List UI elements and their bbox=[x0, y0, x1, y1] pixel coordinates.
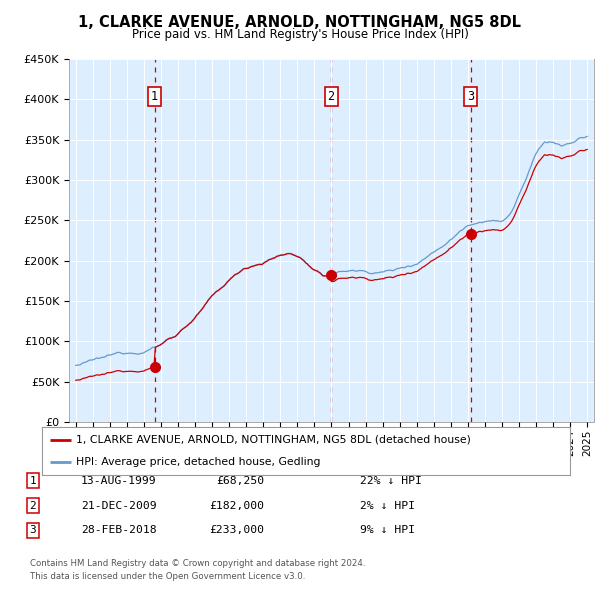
Text: 28-FEB-2018: 28-FEB-2018 bbox=[81, 526, 157, 535]
Text: Contains HM Land Registry data © Crown copyright and database right 2024.: Contains HM Land Registry data © Crown c… bbox=[30, 559, 365, 568]
Text: 1: 1 bbox=[29, 476, 37, 486]
Text: 9% ↓ HPI: 9% ↓ HPI bbox=[360, 526, 415, 535]
Text: £182,000: £182,000 bbox=[209, 501, 264, 510]
Text: HPI: Average price, detached house, Gedling: HPI: Average price, detached house, Gedl… bbox=[76, 457, 321, 467]
Text: 2: 2 bbox=[328, 90, 335, 103]
Text: 3: 3 bbox=[29, 526, 37, 535]
Text: Price paid vs. HM Land Registry's House Price Index (HPI): Price paid vs. HM Land Registry's House … bbox=[131, 28, 469, 41]
Text: 1, CLARKE AVENUE, ARNOLD, NOTTINGHAM, NG5 8DL: 1, CLARKE AVENUE, ARNOLD, NOTTINGHAM, NG… bbox=[79, 15, 521, 30]
Text: £233,000: £233,000 bbox=[209, 526, 264, 535]
Text: 1, CLARKE AVENUE, ARNOLD, NOTTINGHAM, NG5 8DL (detached house): 1, CLARKE AVENUE, ARNOLD, NOTTINGHAM, NG… bbox=[76, 435, 471, 445]
Text: 2: 2 bbox=[29, 501, 37, 510]
Text: 13-AUG-1999: 13-AUG-1999 bbox=[81, 476, 157, 486]
Text: This data is licensed under the Open Government Licence v3.0.: This data is licensed under the Open Gov… bbox=[30, 572, 305, 581]
Text: 2% ↓ HPI: 2% ↓ HPI bbox=[360, 501, 415, 510]
Text: 22% ↓ HPI: 22% ↓ HPI bbox=[360, 476, 422, 486]
Text: £68,250: £68,250 bbox=[216, 476, 264, 486]
Text: 1: 1 bbox=[151, 90, 158, 103]
Text: 21-DEC-2009: 21-DEC-2009 bbox=[81, 501, 157, 510]
Text: 3: 3 bbox=[467, 90, 474, 103]
